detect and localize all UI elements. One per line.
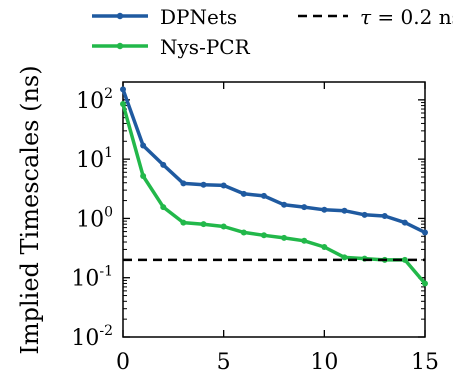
data-point-dpnets: [120, 86, 126, 93]
plot-frame: [122, 81, 426, 338]
tau-value: = 0.2 ns: [371, 5, 453, 29]
data-point-dpnets: [361, 211, 368, 218]
legend-label-nyspcr: Nys-PCR: [160, 35, 251, 59]
data-point-nyspcr: [160, 204, 167, 211]
series-line-dpnets: [121, 88, 426, 234]
legend-marker-dpnets: [116, 12, 124, 20]
x-tick-label: 15: [411, 350, 439, 375]
series-nyspcr: [120, 101, 428, 287]
data-point-nyspcr: [401, 256, 408, 263]
legend-entry-dpnets: DPNets: [92, 5, 237, 29]
y-tick-exponent: -2: [99, 323, 113, 339]
legend-entry-nyspcr: Nys-PCR: [92, 35, 251, 59]
data-point-nyspcr: [301, 237, 308, 244]
y-tick-base: 10: [71, 267, 99, 292]
data-point-dpnets: [140, 142, 147, 149]
data-point-nyspcr: [200, 221, 207, 228]
y-tick-label: 10-2: [71, 323, 113, 351]
y-tick-label: 102: [76, 86, 113, 114]
data-point-nyspcr: [140, 172, 147, 179]
series-dpnets: [120, 86, 428, 236]
data-point-nyspcr: [260, 232, 267, 239]
data-point-nyspcr: [281, 234, 288, 241]
x-tick-label: 10: [310, 350, 338, 375]
y-tick-base: 10: [76, 148, 104, 173]
legend-label-dpnets: DPNets: [160, 5, 237, 29]
y-tick-label: 10-1: [71, 264, 113, 292]
data-point-dpnets: [180, 180, 187, 187]
data-point-nyspcr: [120, 101, 126, 108]
data-point-nyspcr: [321, 243, 328, 250]
y-tick-base: 10: [76, 207, 104, 232]
series-layer: [120, 86, 428, 287]
data-point-dpnets: [422, 229, 428, 236]
y-tick-label: 100: [76, 204, 113, 232]
legend-marker-nyspcr: [116, 42, 124, 50]
y-tick-exponent: 2: [104, 86, 113, 102]
y-tick-label: 101: [76, 145, 113, 173]
data-point-nyspcr: [180, 219, 187, 226]
data-point-dpnets: [381, 212, 388, 219]
data-point-dpnets: [281, 201, 288, 208]
data-point-dpnets: [220, 182, 227, 189]
series-line-nyspcr: [121, 103, 427, 285]
tau-symbol: τ: [360, 5, 372, 29]
y-tick-base: 10: [76, 89, 104, 114]
x-tick-label: 5: [217, 350, 231, 375]
data-point-nyspcr: [422, 280, 428, 287]
legend-entry-tau: τ = 0.2 ns: [298, 5, 453, 29]
data-point-nyspcr: [220, 223, 227, 230]
legend-label-tau: τ = 0.2 ns: [360, 5, 453, 29]
data-point-dpnets: [260, 192, 267, 199]
data-point-dpnets: [401, 219, 408, 226]
y-tick-exponent: 1: [104, 145, 113, 161]
data-point-dpnets: [321, 206, 328, 213]
y-tick-exponent: 0: [104, 204, 113, 220]
data-point-dpnets: [160, 161, 167, 168]
y-axis-title: Implied Timescales (ns): [16, 65, 44, 354]
x-tick-label: 0: [116, 350, 130, 375]
y-tick-exponent: -1: [99, 264, 113, 280]
data-point-nyspcr: [341, 254, 348, 261]
data-point-dpnets: [240, 190, 247, 197]
data-point-dpnets: [200, 181, 207, 188]
data-point-nyspcr: [240, 229, 247, 236]
data-point-dpnets: [341, 207, 348, 214]
legend: DPNets Nys-PCR τ = 0.2 ns: [92, 5, 453, 59]
y-tick-base: 10: [71, 326, 99, 351]
data-point-dpnets: [301, 204, 308, 211]
